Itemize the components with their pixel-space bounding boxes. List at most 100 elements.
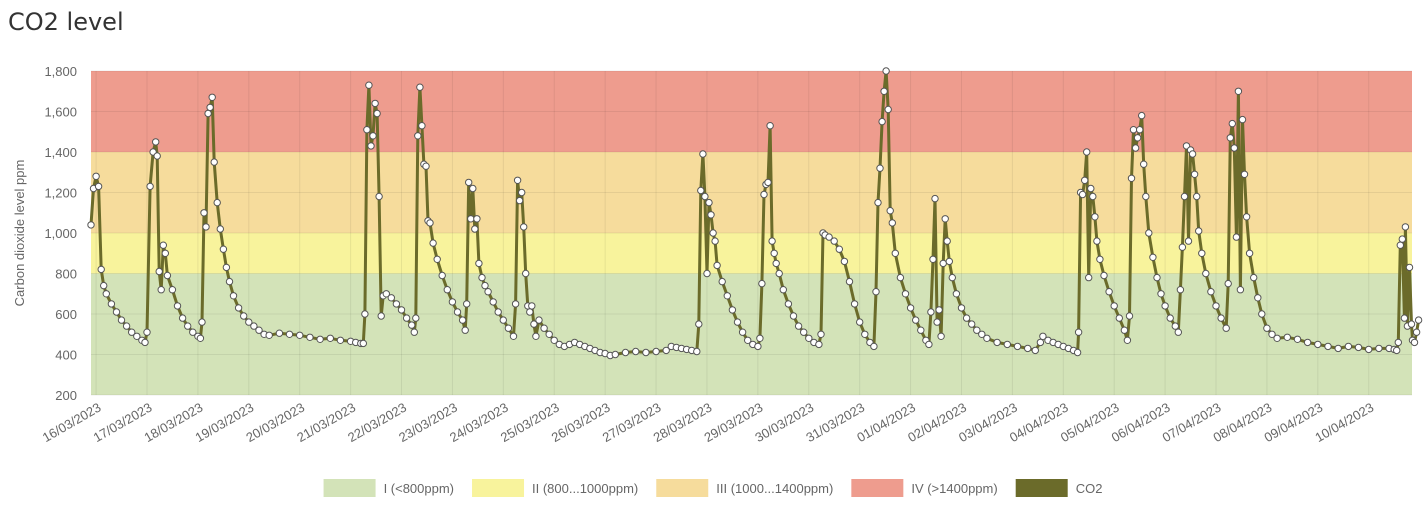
y-tick-label: 800 bbox=[55, 267, 77, 282]
co2-point bbox=[1236, 286, 1245, 294]
co2-point bbox=[978, 330, 986, 338]
co2-point bbox=[422, 162, 430, 170]
co2-point bbox=[800, 328, 808, 336]
co2-point bbox=[882, 67, 890, 75]
co2-point bbox=[359, 339, 367, 348]
threshold-bands bbox=[91, 71, 1412, 395]
co2-point bbox=[1157, 290, 1165, 298]
co2-point bbox=[1174, 328, 1183, 336]
co2-point bbox=[927, 308, 935, 316]
co2-point bbox=[962, 314, 971, 322]
legend-item-2[interactable]: II (800...1000ppm) bbox=[472, 479, 638, 497]
co2-point bbox=[703, 269, 711, 278]
co2-point bbox=[1401, 223, 1410, 231]
y-tick-label: 1,400 bbox=[44, 145, 77, 160]
co2-point bbox=[1120, 326, 1129, 334]
co2-point bbox=[845, 277, 854, 286]
co2-point bbox=[1105, 288, 1113, 296]
legend[interactable]: I (<800ppm) II (800...1000ppm) III (1000..… bbox=[323, 479, 1103, 497]
legend-item-3[interactable]: III (1000...1400ppm) bbox=[656, 479, 833, 497]
co2-point bbox=[285, 330, 294, 338]
co2-point bbox=[509, 332, 518, 340]
co2-point bbox=[363, 126, 371, 134]
co2-point bbox=[102, 290, 111, 298]
co2-point bbox=[1085, 273, 1093, 282]
co2-point bbox=[1198, 249, 1206, 258]
co2-point bbox=[1273, 334, 1281, 342]
co2-point bbox=[1091, 213, 1099, 221]
co2-point bbox=[768, 237, 776, 245]
co2-point bbox=[850, 300, 859, 308]
co2-point bbox=[948, 273, 956, 282]
y-axis: 200 400 600 800 1,000 1,200 1,400 1,600 1,800 bbox=[44, 64, 77, 403]
co2-point bbox=[526, 308, 534, 316]
page-title: CO2 level bbox=[8, 8, 124, 36]
co2-point bbox=[153, 152, 161, 160]
co2-point bbox=[1178, 243, 1187, 251]
co2-point bbox=[1138, 111, 1146, 120]
co2-point bbox=[532, 332, 540, 340]
co2-point bbox=[1171, 322, 1180, 330]
co2-point bbox=[1314, 340, 1322, 349]
co2-point bbox=[884, 105, 892, 114]
co2-point bbox=[469, 184, 477, 193]
y-tick-label: 1,000 bbox=[44, 226, 77, 241]
co2-point bbox=[744, 336, 752, 344]
co2-point bbox=[429, 239, 437, 247]
co2-point bbox=[1217, 314, 1225, 322]
co2-point bbox=[367, 142, 375, 150]
co2-point bbox=[1258, 310, 1266, 318]
co2-point bbox=[275, 329, 284, 337]
co2-point bbox=[520, 223, 528, 231]
legend-swatch bbox=[656, 479, 709, 497]
co2-point bbox=[1202, 269, 1210, 278]
co2-point bbox=[1003, 340, 1011, 349]
co2-point bbox=[695, 320, 703, 328]
co2-point bbox=[448, 298, 457, 306]
co2-point bbox=[152, 138, 160, 146]
y-axis-label: Carbon dioxide level ppm bbox=[12, 160, 27, 307]
co2-point bbox=[465, 178, 473, 187]
co2-point bbox=[1188, 150, 1197, 158]
co2-point bbox=[453, 308, 462, 316]
co2-point bbox=[208, 93, 216, 102]
legend-item-1[interactable]: I (<800ppm) bbox=[323, 479, 454, 497]
co2-point bbox=[1110, 302, 1118, 310]
co2-point bbox=[931, 194, 939, 203]
legend-item-4[interactable]: IV (>1400ppm) bbox=[851, 479, 998, 497]
co2-point bbox=[1184, 237, 1193, 245]
co2-point bbox=[1375, 344, 1383, 353]
legend-swatch bbox=[472, 479, 525, 497]
co2-point bbox=[878, 117, 886, 126]
co2-point bbox=[1166, 314, 1174, 322]
co2-point bbox=[463, 300, 471, 308]
legend-item-5[interactable]: CO2 bbox=[1015, 479, 1103, 497]
co2-point bbox=[373, 109, 381, 118]
co2-point bbox=[711, 237, 719, 245]
co2-point bbox=[713, 261, 721, 270]
co2-point bbox=[825, 233, 833, 241]
co2-point bbox=[760, 190, 768, 199]
band-4 bbox=[91, 71, 1412, 152]
co2-point bbox=[107, 300, 116, 308]
co2-point bbox=[872, 288, 880, 296]
co2-point bbox=[326, 334, 334, 342]
co2-point bbox=[830, 237, 838, 245]
co2-point bbox=[794, 322, 803, 330]
co2-point bbox=[371, 99, 379, 108]
co2-point bbox=[173, 302, 182, 310]
co2-point bbox=[784, 300, 793, 308]
co2-point bbox=[530, 320, 538, 328]
co2-point bbox=[222, 263, 231, 272]
co2-point bbox=[789, 312, 798, 320]
co2-point bbox=[216, 225, 225, 233]
y-tick-label: 1,800 bbox=[44, 64, 77, 79]
co2-point bbox=[198, 318, 206, 326]
co2-point bbox=[178, 314, 187, 322]
co2-point bbox=[141, 338, 149, 347]
band-2 bbox=[91, 233, 1412, 274]
co2-point bbox=[535, 316, 543, 324]
co2-point bbox=[240, 312, 248, 320]
co2-point bbox=[835, 245, 843, 253]
co2-point bbox=[213, 198, 221, 207]
